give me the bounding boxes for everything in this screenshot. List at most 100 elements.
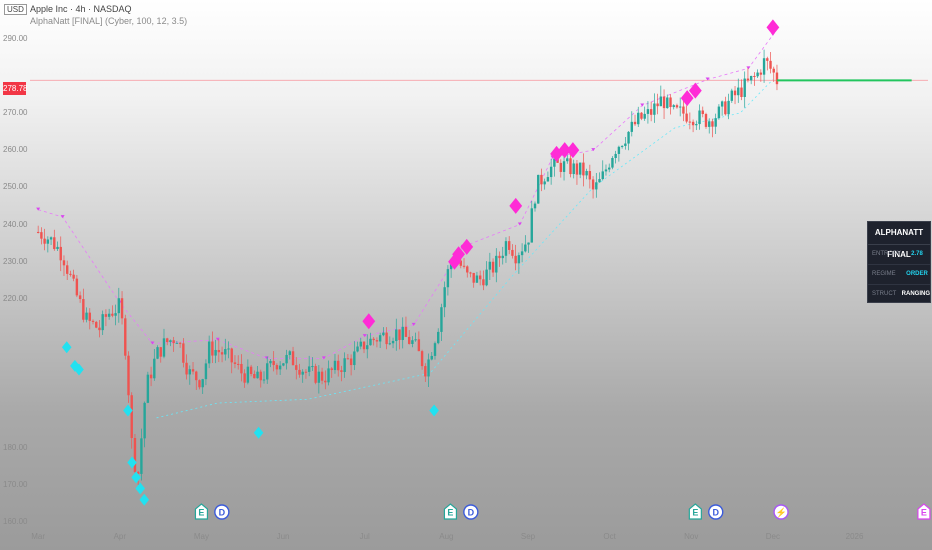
dividend-icon: [463, 504, 479, 520]
candle-body: [401, 326, 404, 341]
cyan-signal-marker: [61, 341, 72, 354]
panel-row-entropy: ENTROPY 2.78: [868, 245, 930, 265]
x-tick-label: Apr: [113, 532, 127, 541]
candle-body: [88, 312, 91, 321]
candle-body: [146, 374, 150, 403]
candle-body: [617, 146, 621, 154]
candle-body: [775, 72, 779, 85]
currency-badge[interactable]: USD: [4, 4, 27, 15]
candle-body: [353, 351, 356, 366]
candle-body: [620, 145, 624, 147]
candle-body: [766, 58, 769, 61]
candle-body: [395, 329, 398, 341]
candle-body: [743, 78, 746, 97]
candle-body: [601, 171, 604, 180]
candle-body: [624, 143, 627, 146]
pivot-marker: [264, 356, 269, 360]
candle-body: [540, 174, 543, 185]
candle-body: [643, 113, 646, 119]
candle-body: [530, 208, 533, 243]
candle-body: [488, 261, 492, 270]
earnings-icon: [688, 503, 702, 520]
candle-body: [578, 162, 582, 175]
cyan-signal-marker: [123, 404, 133, 417]
candle-body: [75, 278, 79, 296]
event-icon-glyph: ⚡: [775, 507, 786, 519]
pivot-marker: [60, 215, 65, 219]
candle-body: [475, 275, 479, 283]
pivot-marker: [36, 207, 41, 211]
magenta-signal-marker: [766, 19, 780, 36]
pivot-marker: [746, 66, 751, 70]
candle-body: [595, 182, 598, 190]
candle-body: [575, 163, 579, 175]
candle-body: [285, 354, 288, 364]
pivot-marker: [705, 77, 710, 81]
candle-body: [40, 232, 43, 239]
candle-body: [537, 174, 540, 204]
pivot-marker: [362, 334, 367, 338]
earnings-icon: [443, 503, 458, 520]
candle-body: [662, 96, 666, 109]
candle-body: [437, 331, 440, 344]
candle-body: [59, 246, 62, 261]
candle-body: [553, 158, 556, 167]
candle-body: [769, 60, 772, 69]
candle-body: [324, 380, 327, 383]
candle-body: [49, 237, 53, 240]
candle-body: [169, 340, 172, 343]
pivot-marker: [411, 322, 416, 326]
candle-body: [301, 371, 304, 375]
candle-body: [746, 78, 750, 81]
candle-body: [198, 380, 201, 388]
x-tick-label: Aug: [439, 532, 454, 541]
candle-body: [224, 349, 227, 355]
candle-body: [166, 338, 169, 343]
candle-body: [233, 362, 237, 364]
candle-body: [630, 121, 633, 132]
candle-body: [372, 338, 375, 341]
candle-body: [469, 272, 472, 274]
candle-body: [695, 124, 698, 126]
candle-body: [188, 369, 191, 375]
candle-body: [101, 314, 104, 331]
magenta-signal-marker: [452, 246, 465, 263]
candle-body: [382, 332, 385, 336]
event-icon-glyph: D: [468, 508, 475, 518]
candle-body: [385, 332, 388, 345]
candle-body: [307, 366, 311, 372]
y-tick-label: 170.00: [3, 479, 28, 489]
event-icon-glyph: E: [447, 508, 453, 518]
candle-body: [398, 329, 401, 341]
chart-header: USD Apple Inc · 4h · NASDAQ AlphaNatt [F…: [4, 4, 187, 26]
candle-body: [404, 326, 408, 337]
candle-body: [143, 402, 146, 439]
y-tick-label: 260.00: [3, 145, 28, 155]
candle-body: [349, 358, 353, 366]
candle-body: [614, 153, 617, 159]
entropy-value: 2.78: [911, 251, 923, 257]
indicator-title[interactable]: AlphaNatt [FINAL] (Cyber, 100, 12, 3.5): [30, 16, 188, 26]
candle-body: [346, 358, 350, 360]
pivot-marker: [591, 148, 596, 152]
candle-body: [591, 179, 595, 190]
x-tick-label: Dec: [765, 532, 781, 541]
candle-body: [56, 246, 59, 250]
candle-body: [127, 355, 130, 396]
candle-body: [753, 75, 756, 77]
candle-body: [117, 298, 121, 314]
candle-body: [498, 255, 501, 259]
magenta-signal-marker: [460, 238, 474, 255]
candle-body: [640, 112, 643, 119]
candle-body: [730, 90, 734, 101]
symbol-title[interactable]: Apple Inc · 4h · NASDAQ: [30, 4, 132, 14]
candle-body: [556, 158, 559, 163]
candle-body: [478, 275, 482, 280]
candle-body: [356, 346, 359, 352]
candle-body: [191, 369, 195, 372]
event-icon-glyph: E: [692, 508, 698, 518]
candle-body: [507, 241, 511, 250]
candle-body: [278, 365, 282, 370]
